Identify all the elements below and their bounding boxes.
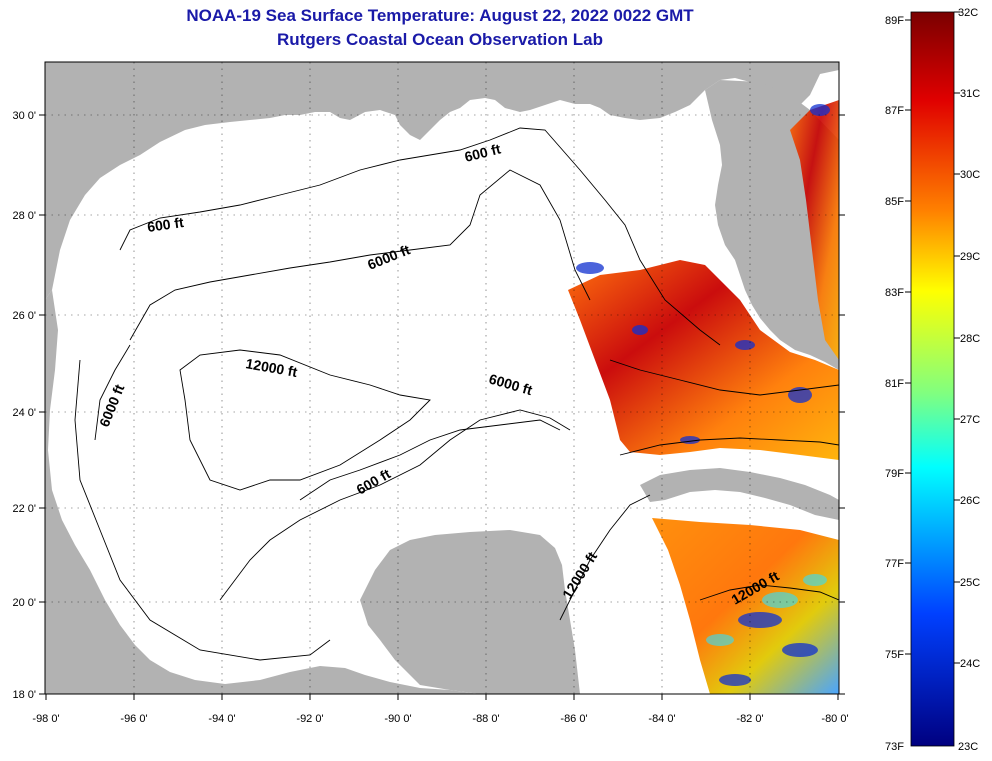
colorbar-c-label: 32C: [958, 7, 978, 19]
colorbar-c-labels: 32C 31C 30C 29C 28C 27C 26C 25C 24C 23C: [958, 7, 980, 753]
colorbar-f-label: 75F: [885, 649, 904, 661]
colorbar-c-label: 24C: [960, 658, 980, 670]
colorbar-c-label: 25C: [960, 577, 980, 589]
lon-label: -94 0': [208, 713, 235, 725]
contour-6000ft-south: [219, 409, 571, 601]
lon-label: -84 0': [648, 713, 675, 725]
colorbar-f-label: 83F: [885, 287, 904, 299]
land-mexico: [45, 290, 480, 694]
contour-600ft-west: [74, 359, 331, 661]
colorbar-c-label: 30C: [960, 169, 980, 181]
lat-label: 18 0': [12, 689, 36, 701]
latitude-labels: 18 0' 20 0' 22 0' 24 0' 26 0' 28 0' 30 0…: [12, 110, 36, 701]
colorbar-f-label: 77F: [885, 558, 904, 570]
lon-label: -96 0': [120, 713, 147, 725]
contour-label-600ft-1: 600 ft: [146, 214, 185, 235]
longitude-labels: -98 0' -96 0' -94 0' -92 0' -90 0' -88 0…: [32, 713, 848, 725]
colorbar-f-label: 79F: [885, 468, 904, 480]
lon-label: -80 0': [821, 713, 848, 725]
lat-label: 20 0': [12, 597, 36, 609]
lat-label: 24 0': [12, 407, 36, 419]
colorbar-ticks: [905, 11, 960, 664]
colorbar-c-label: 28C: [960, 333, 980, 345]
lon-label: -86 0': [560, 713, 587, 725]
colorbar-f-label: 73F: [885, 741, 904, 753]
lat-label: 30 0': [12, 110, 36, 122]
land-us-coast: [45, 62, 839, 300]
contour-600ft-north: [119, 127, 721, 346]
colorbar-f-label: 85F: [885, 196, 904, 208]
lon-label: -90 0': [384, 713, 411, 725]
contour-6000ft-north: [129, 169, 591, 341]
axis-ticks: [39, 114, 845, 700]
contour-12000ft-caribbean: [559, 494, 651, 621]
colorbar-c-label: 29C: [960, 251, 980, 263]
sst-swath-east-gulf: [568, 260, 839, 460]
colorbar-f-label: 81F: [885, 378, 904, 390]
contour-12000ft: [179, 349, 431, 491]
colorbar-f-label: 89F: [885, 15, 904, 27]
sst-strip-florida: [790, 100, 839, 360]
map-title: NOAA-19 Sea Surface Temperature: August …: [186, 6, 694, 25]
lat-label: 26 0': [12, 310, 36, 322]
colorbar-f-label: 87F: [885, 105, 904, 117]
land-yucatan: [360, 530, 580, 694]
colorbar-c-label: 23C: [958, 741, 978, 753]
land-cuba: [640, 468, 839, 520]
colorbar: [910, 11, 955, 747]
colorbar-c-label: 31C: [960, 88, 980, 100]
cloud-edge-patches: [576, 104, 830, 686]
map-area: 600 ft 600 ft 600 ft 6000 ft 6000 ft 600…: [45, 62, 839, 694]
contour-caribbean-deep: [699, 584, 839, 601]
lat-label: 28 0': [12, 210, 36, 222]
colorbar-c-label: 26C: [960, 495, 980, 507]
lon-label: -98 0': [32, 713, 59, 725]
lat-label: 22 0': [12, 503, 36, 515]
lon-label: -88 0': [472, 713, 499, 725]
map-frame: [44, 61, 840, 695]
lon-label: -82 0': [736, 713, 763, 725]
graticule: [45, 62, 839, 694]
map-subtitle: Rutgers Coastal Ocean Observation Lab: [277, 30, 603, 49]
lon-label: -92 0': [296, 713, 323, 725]
colorbar-f-labels: 89F 87F 85F 83F 81F 79F 77F 75F 73F: [885, 15, 904, 753]
bathymetry-contours: [74, 127, 839, 661]
contour-600ft-south: [299, 419, 561, 501]
colorbar-c-label: 27C: [960, 414, 980, 426]
contour-6000ft-west: [94, 344, 131, 441]
